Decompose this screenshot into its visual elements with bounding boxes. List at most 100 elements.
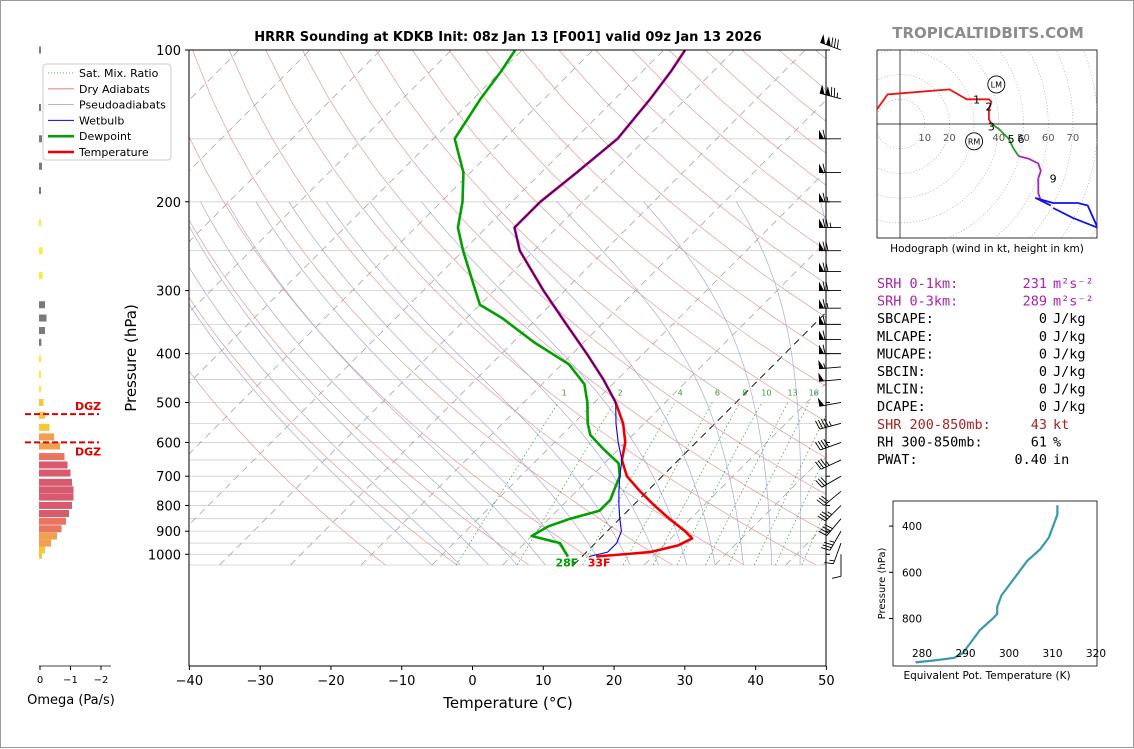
hodograph-height-label: 9 xyxy=(1050,172,1057,185)
mixing-ratio-line xyxy=(456,403,558,566)
hodograph-height-label: 6 xyxy=(1018,133,1025,146)
index-label: PWAT: xyxy=(877,452,918,468)
index-value: 0 xyxy=(1039,346,1047,362)
skewt-profiles xyxy=(455,50,692,557)
skewt-axes: 1002003004005006007008009001000−40−30−20… xyxy=(148,44,835,689)
legend-entry-label: Sat. Mix. Ratio xyxy=(79,67,159,80)
y-tick-label: 600 xyxy=(156,436,181,451)
mixing-ratio-line xyxy=(517,403,614,566)
index-unit: m²s⁻² xyxy=(1053,276,1094,292)
pseudoadiabat xyxy=(421,202,686,565)
index-value: 231 xyxy=(1023,276,1047,292)
mixing-ratio-line xyxy=(583,403,675,566)
index-unit: J/kg xyxy=(1053,399,1086,415)
barb-half xyxy=(829,560,834,561)
omega-bar xyxy=(39,433,54,440)
barb-flag xyxy=(820,84,825,94)
index-unit: J/kg xyxy=(1053,346,1086,362)
index-label: MUCAPE: xyxy=(877,346,934,362)
mixing-ratio-line xyxy=(623,403,712,566)
omega-bar xyxy=(39,486,74,493)
index-unit: J/kg xyxy=(1053,364,1086,380)
profile-temperature xyxy=(515,50,693,557)
barb-half xyxy=(827,303,828,308)
index-label: SBCIN: xyxy=(877,364,926,380)
index-unit: m²s⁻² xyxy=(1053,294,1094,310)
hodograph-height-label: 5 xyxy=(1008,133,1015,146)
omega-bar xyxy=(39,453,65,460)
barb-staff xyxy=(824,491,841,505)
wind-barb xyxy=(819,242,841,251)
index-unit: J/kg xyxy=(1053,329,1086,345)
hodograph-height-label: 3 xyxy=(988,120,995,133)
pseudoadiabat xyxy=(176,202,488,565)
index-value: 0 xyxy=(1039,399,1047,415)
barb-full xyxy=(823,299,825,308)
theta-e-x-tick-label: 320 xyxy=(1086,648,1106,660)
omega-bar xyxy=(39,47,41,54)
theta-e-x-tick-label: 300 xyxy=(999,648,1019,660)
index-label: RH 300-850mb: xyxy=(877,434,983,450)
omega-bar xyxy=(39,135,42,142)
storm-motion-label: RM xyxy=(968,137,981,146)
chart-title: HRRR Sounding at KDKB Init: 08z Jan 13 [… xyxy=(254,30,761,45)
omega-bar xyxy=(39,371,41,378)
index-value: 0.40 xyxy=(1014,452,1047,468)
theta-e-y-tick-label: 400 xyxy=(902,521,922,533)
y-tick-label: 900 xyxy=(156,525,181,540)
omega-axis-label: Omega (Pa/s) xyxy=(27,693,115,708)
wind-barb xyxy=(818,397,841,406)
wind-barb xyxy=(819,263,841,272)
omega-bar xyxy=(39,301,45,308)
index-unit: in xyxy=(1053,452,1069,468)
omega-bar xyxy=(39,525,62,532)
hodograph-height-label: 2 xyxy=(985,101,992,114)
omega-bar xyxy=(39,247,43,254)
y-tick-label: 200 xyxy=(156,196,181,211)
theta-e-y-tick-label: 600 xyxy=(902,567,922,579)
wind-barb xyxy=(817,491,841,505)
omega-tick-label: −2 xyxy=(94,675,109,686)
omega-tick-label: 0 xyxy=(37,675,43,686)
index-unit: J/kg xyxy=(1053,311,1086,327)
omega-bar xyxy=(39,494,74,501)
barb-staff xyxy=(821,460,841,469)
x-tick-label: −10 xyxy=(388,674,415,689)
wind-barb xyxy=(819,130,841,139)
mixing-ratio-line xyxy=(653,403,740,566)
barb-half xyxy=(830,223,831,228)
omega-bar xyxy=(39,540,51,547)
hodograph-height-label: 1 xyxy=(973,93,980,106)
wind-barb xyxy=(819,299,841,308)
hodograph-ring-label: 70 xyxy=(1067,133,1080,144)
y-tick-label: 400 xyxy=(156,348,181,363)
barb-half xyxy=(829,421,831,426)
storm-motion-label: LM xyxy=(991,80,1002,89)
dgz-label: DGZ xyxy=(75,445,101,458)
dry-adiabat xyxy=(119,50,529,565)
omega-bar xyxy=(39,552,42,559)
omega-bar xyxy=(39,385,41,392)
wind-barb xyxy=(815,419,841,430)
omega-bar xyxy=(39,443,60,450)
profile-dewpoint xyxy=(455,50,620,557)
barb-half xyxy=(827,197,828,202)
barb-full xyxy=(832,576,841,578)
index-value: 43 xyxy=(1031,417,1047,433)
barb-half xyxy=(824,363,825,368)
mixing-ratio-line xyxy=(754,403,832,566)
omega-bar xyxy=(39,219,41,226)
barb-full xyxy=(823,193,825,202)
surface-temperature-label: 33F xyxy=(588,556,611,569)
mixing-ratio-label: 16 xyxy=(809,389,819,398)
surface-dewpoint-label: 28F xyxy=(555,556,578,569)
wind-barb xyxy=(819,282,841,291)
omega-bar xyxy=(39,399,44,406)
x-tick-label: 30 xyxy=(677,674,694,689)
dry-adiabat xyxy=(339,50,960,565)
index-value: 61 xyxy=(1031,434,1047,450)
omega-bar xyxy=(39,339,41,346)
mixing-ratio-label: 8 xyxy=(742,389,747,398)
